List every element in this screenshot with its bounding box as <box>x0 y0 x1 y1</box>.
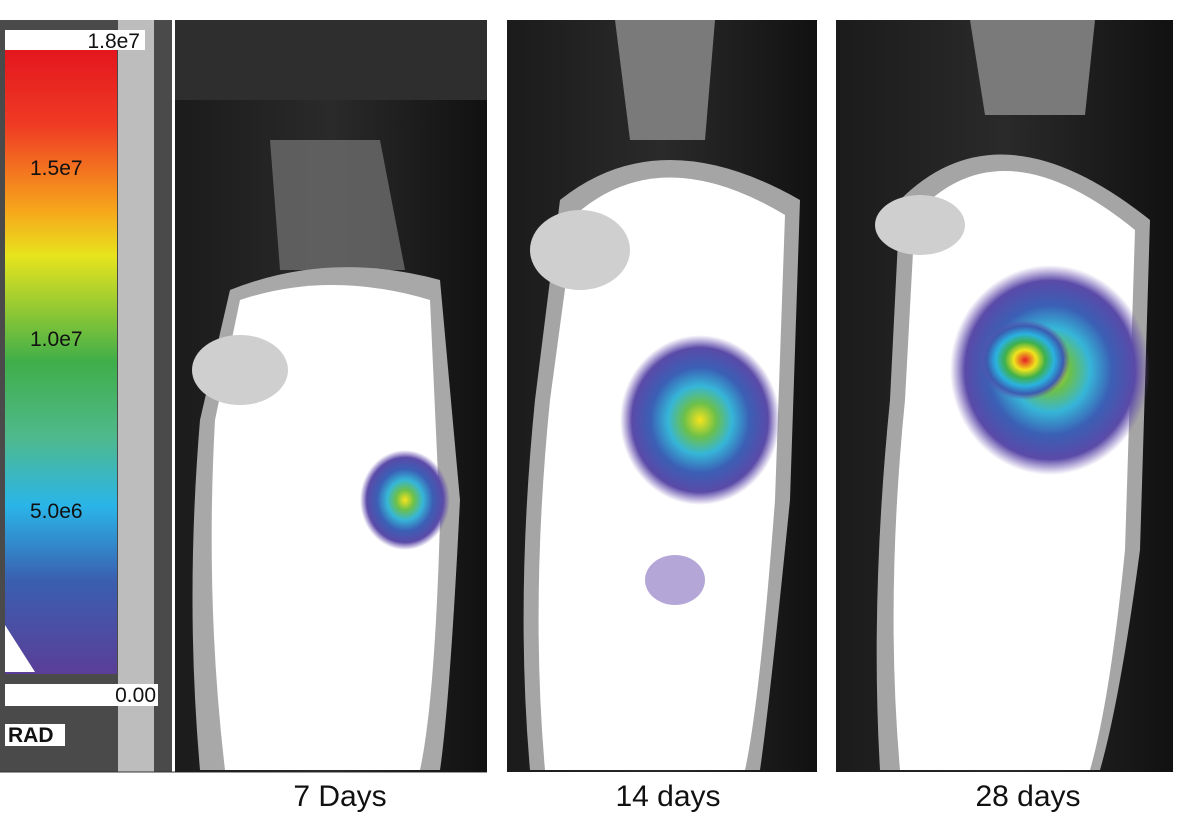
colorbar-max: 1.8e7 <box>87 30 140 53</box>
colorbar-strip <box>118 20 154 772</box>
colorbar-unit: RAD <box>8 724 54 747</box>
colorbar-min: 0.00 <box>115 684 156 707</box>
panel: 28 days <box>836 20 1173 813</box>
nose-cone <box>615 20 715 140</box>
colorbar-tick: 1.0e7 <box>30 328 83 351</box>
signal <box>360 450 450 550</box>
colorbar-triangle <box>5 625 35 672</box>
signal-faint <box>645 555 705 605</box>
mouse-body <box>893 170 1135 771</box>
nose-cone <box>270 140 405 270</box>
panel: 14 days <box>507 20 817 813</box>
panel: 7 Days <box>175 20 487 813</box>
colorbar-tick: 1.5e7 <box>30 157 83 180</box>
colorbar-min-box <box>5 684 158 706</box>
colorbar <box>5 50 117 674</box>
nose-cone <box>970 20 1095 115</box>
panel-label: 28 days <box>975 780 1080 813</box>
colorbar-max-box <box>5 30 145 50</box>
colorbar-tick: 5.0e6 <box>30 500 83 523</box>
unit-box <box>5 724 65 746</box>
panel-label: 7 Days <box>293 780 386 813</box>
holder <box>175 20 487 100</box>
mouse-ear <box>192 335 288 405</box>
panel-label: 14 days <box>615 780 720 813</box>
mouse-ear <box>875 195 965 255</box>
signal <box>620 335 780 505</box>
mouse-ear <box>530 210 630 290</box>
signal-peak <box>980 320 1070 400</box>
mouse-body <box>211 285 440 770</box>
